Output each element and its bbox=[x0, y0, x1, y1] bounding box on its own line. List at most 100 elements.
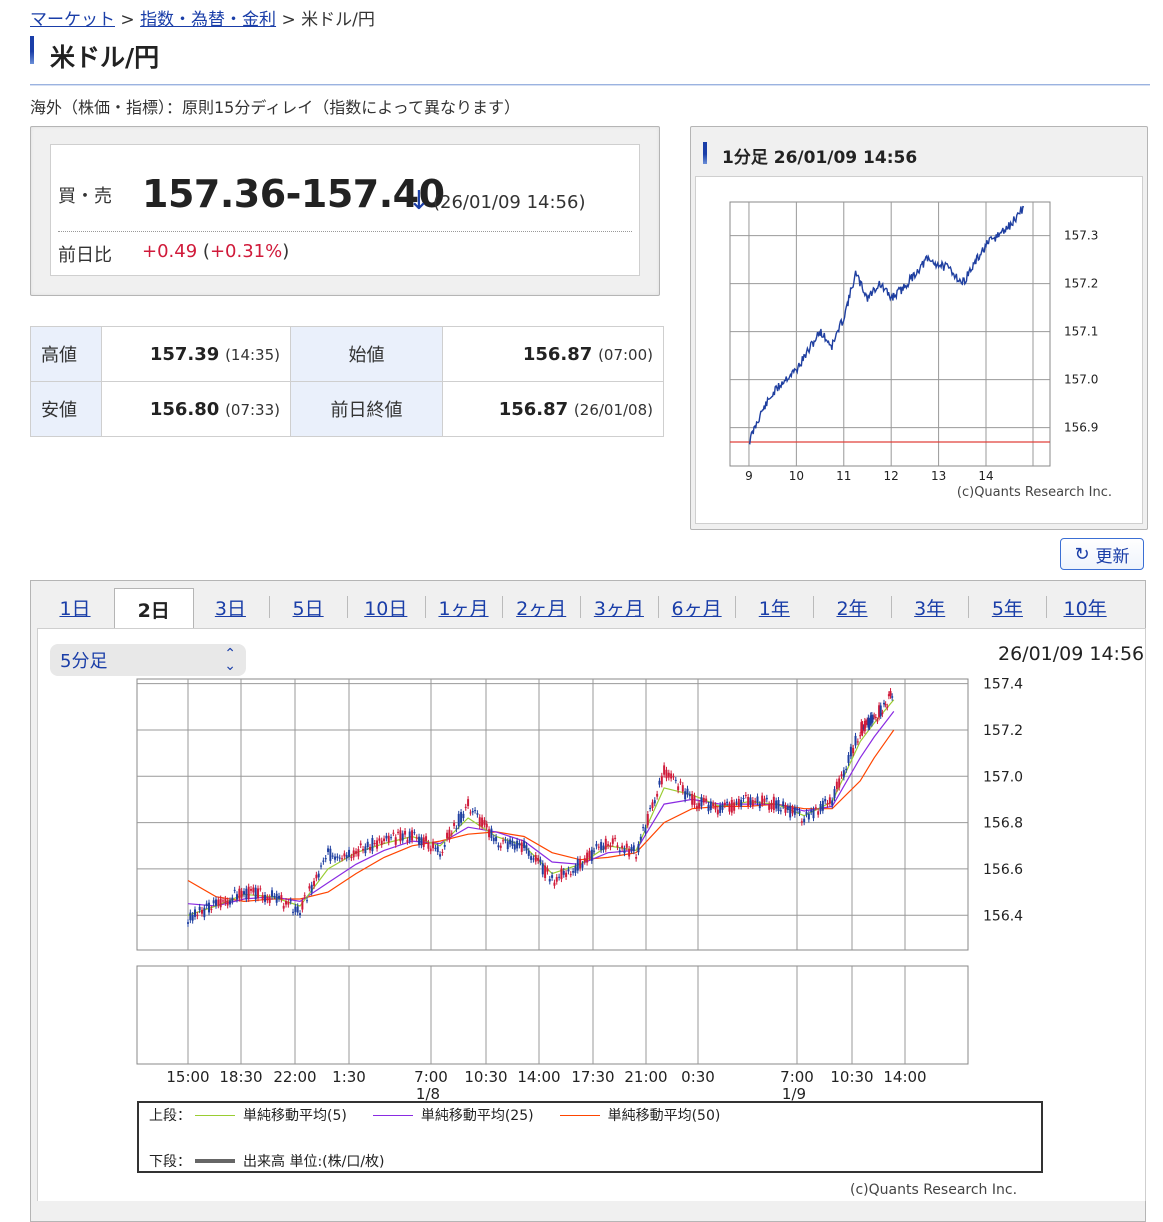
open-cell: 156.87 (07:00) bbox=[442, 326, 664, 382]
main-candle-body bbox=[224, 898, 227, 903]
main-candle-body bbox=[777, 800, 780, 812]
main-candle-body bbox=[411, 830, 414, 841]
main-candle-body bbox=[828, 797, 831, 804]
tab-0[interactable]: 1日 bbox=[59, 597, 91, 620]
main-candle-body bbox=[874, 717, 877, 719]
main-x-tick-label: 15:00 bbox=[166, 1068, 209, 1086]
tab-3[interactable]: 5日 bbox=[292, 597, 324, 620]
main-candle-body bbox=[495, 837, 498, 842]
main-candle-body bbox=[567, 869, 570, 872]
main-candle-body bbox=[807, 814, 810, 820]
chart-legend: 上段： 単純移動平均(5) 単純移動平均(25) 単純移動平均(50) 下段： … bbox=[137, 1101, 1043, 1173]
tab-12[interactable]: 5年 bbox=[991, 597, 1023, 620]
main-candle-body bbox=[791, 807, 794, 814]
main-candle-body bbox=[516, 840, 519, 849]
interval-select-value: 5分足 bbox=[60, 651, 108, 672]
main-candle-body bbox=[201, 909, 204, 914]
tab-separator bbox=[813, 596, 814, 618]
tab-8[interactable]: 6ヶ月 bbox=[671, 597, 722, 620]
main-x-tick-label: 7:00 bbox=[780, 1068, 814, 1086]
ma5-swatch bbox=[195, 1114, 235, 1116]
main-candle-body bbox=[700, 797, 703, 807]
main-candle-body bbox=[868, 721, 871, 728]
main-candle-body bbox=[548, 878, 551, 882]
main-candle-body bbox=[476, 813, 479, 815]
main-candle-body bbox=[362, 848, 365, 851]
tab-7[interactable]: 3ヶ月 bbox=[593, 597, 644, 620]
main-candle-body bbox=[271, 890, 274, 897]
mini-y-tick-label: 157.2 bbox=[1064, 277, 1098, 291]
main-candle-body bbox=[824, 798, 827, 802]
main-candle-body bbox=[546, 868, 549, 872]
main-candle-body bbox=[884, 704, 887, 706]
main-x-tick-label: 7:00 bbox=[414, 1068, 448, 1086]
mini-x-tick-label: 14 bbox=[978, 469, 993, 483]
main-candle-body bbox=[334, 856, 337, 860]
main-candle-body bbox=[247, 886, 250, 899]
down-arrow-icon: ↓ bbox=[408, 186, 430, 216]
price-stats-table: 高値 157.39 (14:35) 始値 156.87 (07:00) 安値 1… bbox=[30, 326, 664, 437]
open-value: 156.87 bbox=[522, 343, 593, 365]
main-candle-body bbox=[590, 849, 593, 861]
main-candle-body bbox=[719, 805, 722, 813]
main-candle-body bbox=[749, 797, 752, 805]
breadcrumb-link-market[interactable]: マーケット bbox=[30, 10, 115, 30]
main-candle-body bbox=[635, 857, 638, 859]
main-candle-body bbox=[518, 843, 521, 846]
main-candle-body bbox=[607, 844, 610, 846]
main-candle-body bbox=[532, 858, 535, 860]
tab-10[interactable]: 2年 bbox=[836, 597, 868, 620]
quote-time: (26/01/09 14:56) bbox=[433, 192, 586, 213]
tab-5[interactable]: 1ヶ月 bbox=[438, 597, 489, 620]
main-candle-body bbox=[609, 845, 612, 848]
main-candle-body bbox=[217, 899, 220, 906]
main-candle-body bbox=[187, 922, 189, 924]
main-candle-body bbox=[618, 850, 621, 852]
refresh-button[interactable]: ↻ 更新 bbox=[1060, 538, 1144, 570]
legend-upper-label: 上段： bbox=[149, 1108, 191, 1124]
main-candle-body bbox=[735, 801, 738, 803]
breadcrumb-separator: > bbox=[120, 10, 135, 30]
table-row: 安値 156.80 (07:33) 前日終値 156.87 (26/01/08) bbox=[30, 381, 664, 437]
main-candle-body bbox=[434, 847, 437, 849]
main-candle-body bbox=[887, 694, 890, 697]
main-x-tick-label: 14:00 bbox=[883, 1068, 926, 1086]
main-candle-body bbox=[812, 809, 815, 819]
tab-1[interactable]: 2日 bbox=[113, 588, 194, 629]
tab-2[interactable]: 3日 bbox=[214, 597, 246, 620]
main-candle-body bbox=[460, 812, 463, 823]
tab-4[interactable]: 10日 bbox=[364, 597, 408, 620]
tab-11[interactable]: 3年 bbox=[914, 597, 946, 620]
main-candle-body bbox=[385, 835, 388, 839]
main-candle-body bbox=[513, 844, 516, 850]
change-label: 前日比 bbox=[58, 245, 112, 266]
main-candle-body bbox=[579, 858, 582, 869]
main-candle-body bbox=[867, 717, 870, 728]
main-candle-body bbox=[614, 837, 617, 839]
main-candle-body bbox=[747, 796, 750, 807]
main-candle-body bbox=[320, 865, 323, 867]
main-candle-body bbox=[289, 900, 292, 902]
main-candle-body bbox=[222, 900, 225, 902]
interval-select[interactable]: 5分足 ⌃ ⌄ bbox=[50, 644, 246, 676]
main-candle-body bbox=[252, 887, 255, 893]
main-candle-body bbox=[817, 811, 820, 815]
breadcrumb-link-indices[interactable]: 指数・為替・金利 bbox=[140, 10, 277, 30]
tab-9[interactable]: 1年 bbox=[758, 597, 790, 620]
main-candle-body bbox=[667, 772, 670, 778]
low-cell: 156.80 (07:33) bbox=[101, 381, 291, 437]
main-candle-body bbox=[789, 805, 792, 818]
main-candle-body bbox=[862, 727, 865, 729]
open-time: (07:00) bbox=[598, 345, 653, 364]
tab-13[interactable]: 10年 bbox=[1063, 597, 1107, 620]
main-candle-body bbox=[436, 846, 439, 853]
tab-6[interactable]: 2ヶ月 bbox=[516, 597, 567, 620]
main-candle-body bbox=[681, 785, 684, 792]
tab-separator bbox=[502, 596, 504, 618]
table-row: 高値 157.39 (14:35) 始値 156.87 (07:00) bbox=[30, 326, 664, 382]
main-candle-body bbox=[364, 846, 367, 854]
main-candle-body bbox=[873, 715, 876, 717]
main-candle-body bbox=[840, 774, 843, 776]
tab-separator bbox=[890, 596, 892, 618]
